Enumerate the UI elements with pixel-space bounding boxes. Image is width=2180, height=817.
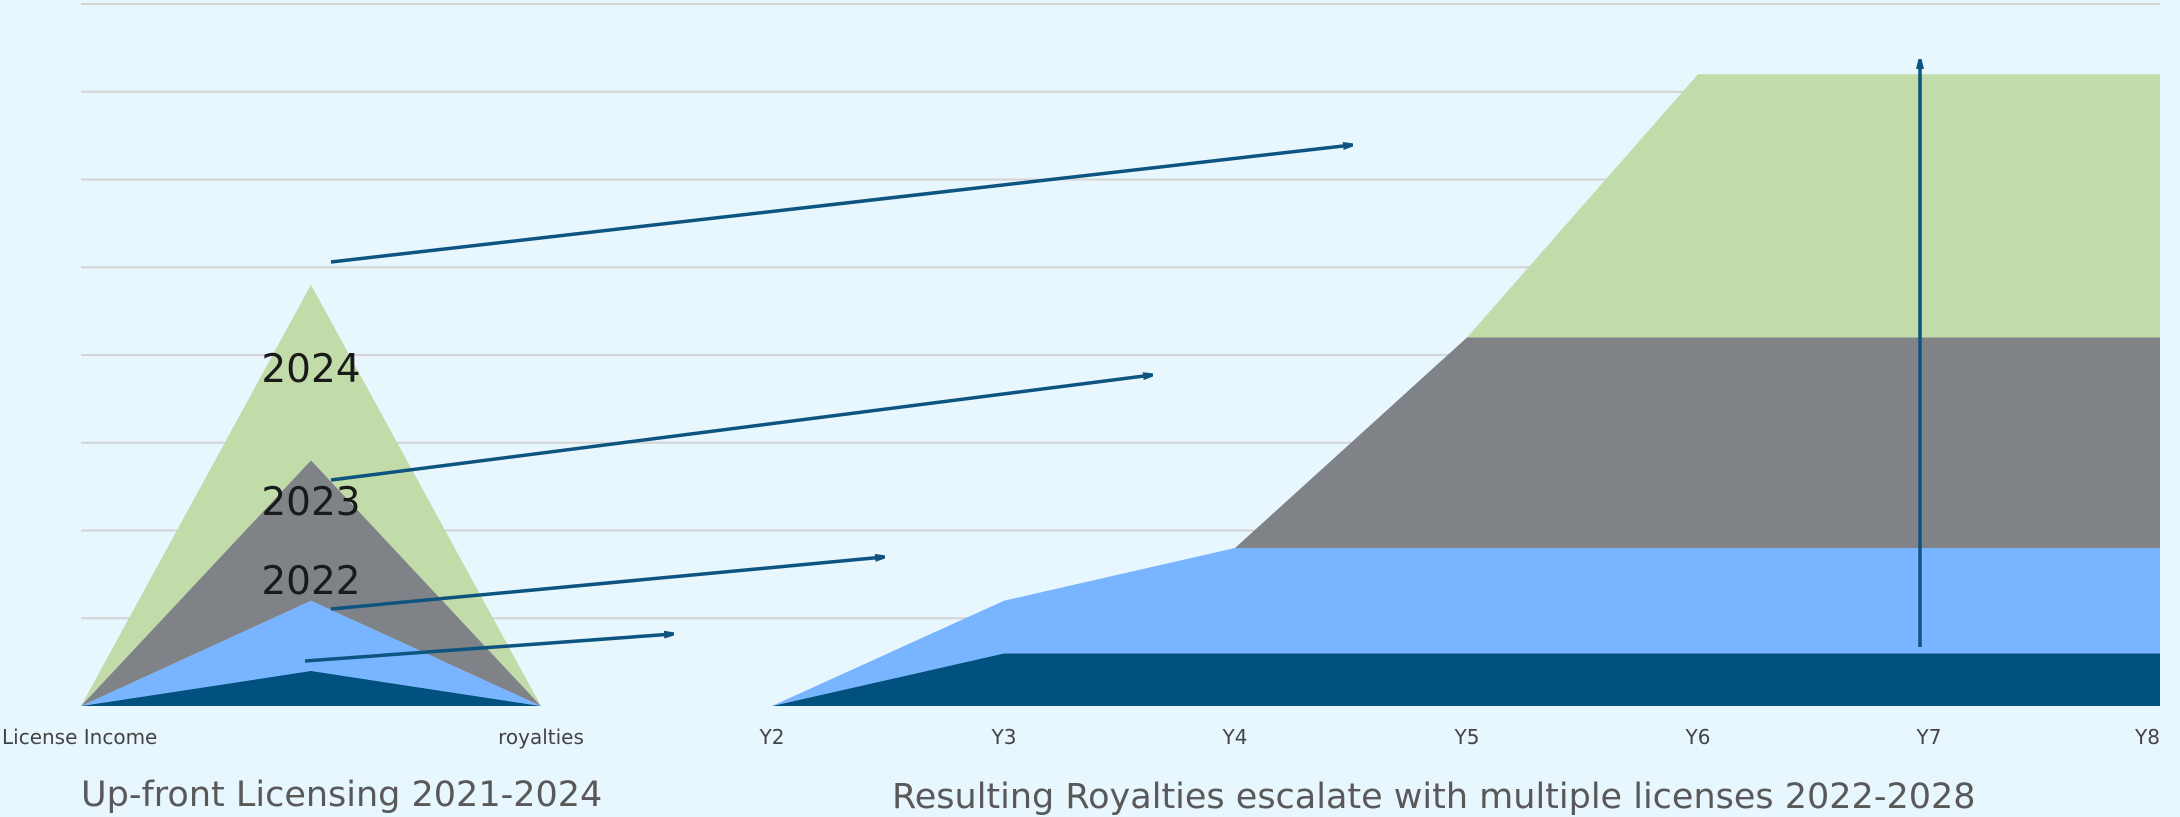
x-tick-label: Y7: [1916, 725, 1942, 749]
arrow: [304, 634, 673, 663]
x-tick-label: Y2: [759, 725, 785, 749]
area-series-2: [81, 548, 2160, 706]
caption-right: Resulting Royalties escalate with multip…: [892, 777, 1976, 817]
arrow: [330, 557, 884, 611]
x-tick-label: Y6: [1685, 725, 1711, 749]
x-tick-label: License Income: [2, 725, 157, 749]
caption-left: Up-front Licensing 2021-2024: [81, 775, 602, 815]
x-tick-label: Y4: [1222, 725, 1248, 749]
arrows: [304, 60, 1920, 663]
x-tick-label: Y3: [991, 725, 1017, 749]
arrow: [330, 375, 1152, 482]
year-annotation: 2024: [261, 347, 360, 392]
x-tick-label: royalties: [498, 725, 584, 749]
year-annotation: 2023: [261, 480, 360, 525]
area-series-1: [81, 653, 2160, 706]
x-tick-labels: License Income royalties Y2 Y3 Y4 Y5 Y6 Y7 Y8: [2, 725, 2160, 749]
year-annotations: 2024 2023 2022: [261, 347, 360, 604]
area-series-3: [81, 337, 2160, 706]
area-series-4: [81, 74, 2160, 706]
x-tick-label: Y5: [1454, 725, 1480, 749]
arrow: [330, 145, 1352, 264]
area-series: [81, 74, 2160, 706]
x-tick-label: Y8: [2134, 725, 2160, 749]
year-annotation: 2022: [261, 559, 360, 604]
